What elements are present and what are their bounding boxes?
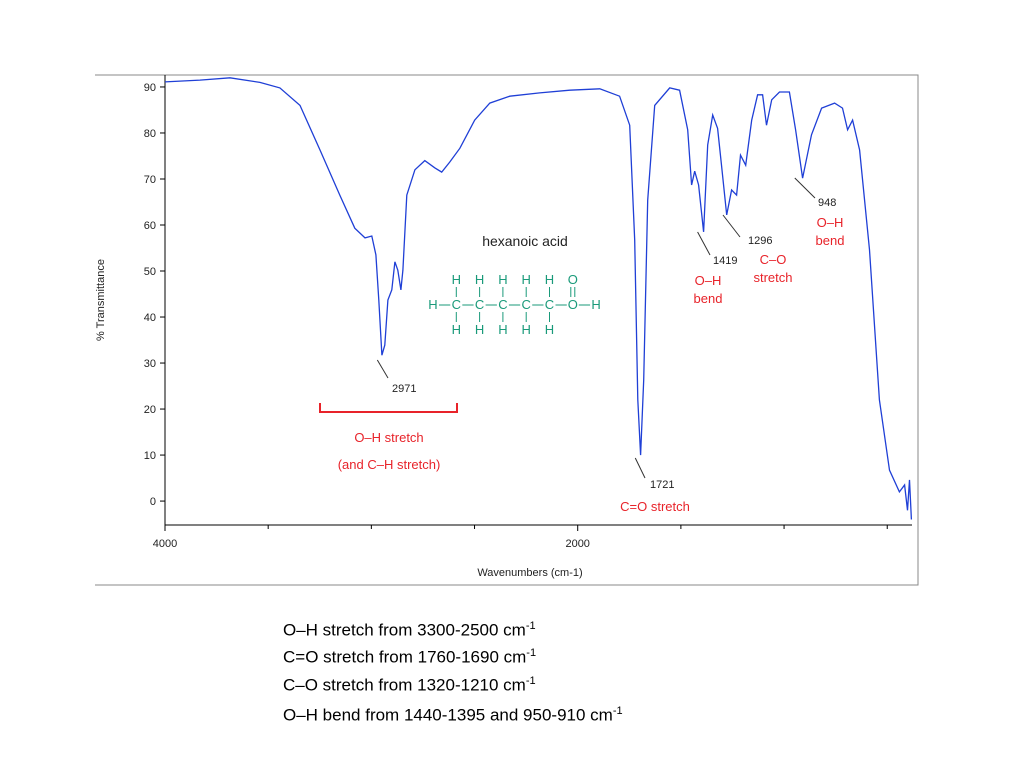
peak-description: C–O [760,252,787,267]
atom: H [475,322,484,337]
note-superscript: -1 [525,675,536,687]
atom: H [591,297,600,312]
bracket [319,403,458,413]
atom: C [475,297,484,312]
atom: H [545,272,554,287]
peak-label: 2971 [392,383,416,395]
y-tick-label: 70 [144,174,156,186]
atom: H [522,272,531,287]
note-text: O–H stretch from 3300-2500 cm [283,620,526,640]
peak-label: 1419 [713,255,737,267]
note-text: O–H bend from 1440-1395 and 950-910 cm [283,705,613,725]
x-tick-label: 4000 [153,538,177,550]
y-tick-label: 50 [144,266,156,278]
y-tick-label: 40 [144,312,156,324]
atom: H [452,272,461,287]
peak-description: bend [694,291,723,306]
atom: C [522,297,531,312]
note-line: O–H stretch from 3300-2500 cm-1 [283,620,536,641]
y-axis-label: % Transmittance [95,259,107,341]
leader-line [794,177,816,199]
peak-description: bend [816,233,845,248]
y-tick-label: 30 [144,358,156,370]
bracket-label: O–H stretch [354,430,423,445]
atom: H [498,322,507,337]
atom: H [452,322,461,337]
atom: C [452,297,461,312]
leader-line [697,231,711,256]
peak-description: stretch [753,270,792,285]
peak-description: C=O stretch [620,499,690,514]
y-tick-label: 20 [144,404,156,416]
note-text: C=O stretch from 1760-1690 cm [283,647,527,667]
y-tick-label: 10 [144,450,156,462]
peak-label: 1296 [748,235,772,247]
note-superscript: -1 [526,647,537,659]
atom: O [568,272,578,287]
atom: H [522,322,531,337]
y-tick-label: 60 [144,220,156,232]
leader-line [722,214,741,238]
leader-line [376,359,389,379]
atom: H [428,297,437,312]
spectrum-line [164,77,913,520]
chart: Wavenumbers (cm-1) % Transmittance hexan… [95,74,919,586]
peak-label: 1721 [650,479,674,491]
atom: O [568,297,578,312]
note-line: C–O stretch from 1320-1210 cm-1 [283,675,536,696]
y-tick-label: 80 [144,128,156,140]
molecule-name: hexanoic acid [482,233,568,249]
note-superscript: -1 [612,705,623,717]
peak-description: O–H [817,215,844,230]
y-tick-label: 90 [144,82,156,94]
atom: C [498,297,507,312]
frame [95,74,919,586]
x-tick-label: 2000 [565,538,589,550]
bracket-label: (and C–H stretch) [338,457,441,472]
note-text: C–O stretch from 1320-1210 cm [283,675,526,695]
peak-description: O–H [695,273,722,288]
atom: H [545,322,554,337]
x-axis-label: Wavenumbers (cm-1) [477,567,582,579]
leader-line [634,457,646,479]
atom: H [498,272,507,287]
note-superscript: -1 [525,620,536,632]
atom: H [475,272,484,287]
note-line: O–H bend from 1440-1395 and 950-910 cm-1 [283,705,623,726]
note-line: C=O stretch from 1760-1690 cm-1 [283,647,536,668]
peak-label: 948 [818,197,836,209]
y-tick-label: 0 [150,496,156,508]
atom: C [545,297,554,312]
